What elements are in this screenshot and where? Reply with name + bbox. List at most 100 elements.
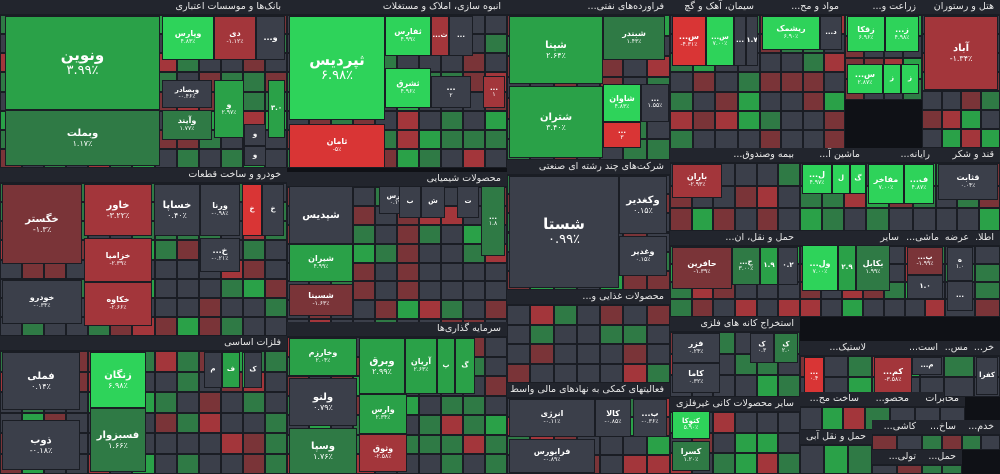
stock-tile[interactable]: و — [244, 146, 266, 166]
sector-transport[interactable]: حمل و نقل، ان... حافرین -۱.۳۹٪ ح... ۳.۰۰٪ ۱.۹… — [670, 231, 800, 317]
stock-tile[interactable]: شیران ۴.۹۹٪ — [289, 244, 353, 282]
stock-tile-minor[interactable] — [823, 53, 845, 73]
stock-tile-minor[interactable] — [353, 187, 375, 206]
stock-tile[interactable]: فسبزوار ۱.۶۶٪ — [90, 408, 146, 472]
stock-tile-minor[interactable] — [463, 395, 485, 416]
stock-tile-minor[interactable] — [353, 300, 375, 320]
stock-tile-minor[interactable] — [942, 435, 962, 450]
stock-tile[interactable]: کم... -۳.۵۸٪ — [874, 357, 912, 395]
stock-tile-minor[interactable] — [397, 281, 419, 301]
stock-tile-minor[interactable] — [441, 110, 463, 130]
stock-tile[interactable]: ف — [222, 352, 240, 388]
stock-tile-minor[interactable] — [778, 163, 800, 186]
stock-tile[interactable]: ه ۱.۰ — [947, 247, 973, 281]
stock-tile-minor[interactable] — [485, 337, 507, 357]
stock-tile-minor[interactable] — [922, 129, 942, 148]
stock-tile-minor[interactable] — [735, 375, 757, 397]
stock-tile[interactable]: گ — [455, 338, 475, 394]
sector-misc[interactable]: مس... — [944, 341, 974, 397]
stock-tile-minor[interactable] — [646, 324, 670, 344]
stock-tile[interactable]: ... ۱ — [483, 76, 505, 108]
stock-tile-minor[interactable] — [441, 434, 463, 455]
stock-tile-minor[interactable] — [485, 15, 507, 35]
stock-tile[interactable]: ولنو ۰.۷۹٪ — [289, 378, 357, 426]
stock-tile-minor[interactable] — [975, 281, 1000, 300]
stock-tile[interactable]: س... ۷.۰۰٪ — [706, 16, 734, 66]
stock-tile-minor[interactable] — [961, 110, 981, 129]
stock-tile-minor[interactable] — [778, 185, 800, 209]
stock-tile-minor[interactable] — [646, 455, 670, 474]
stock-tile[interactable]: ۱.۷ — [746, 16, 758, 66]
stock-tile-minor[interactable] — [154, 278, 177, 298]
sector-real-estate[interactable]: انبوه سازی، املاک و مستغلات ثپردیس ۶.۹۸٪ ثف… — [287, 0, 507, 168]
sector-machinery[interactable]: ماشین آ... ل... ۴.۹۷٪ ل گ — [800, 148, 866, 231]
stock-tile-minor[interactable] — [957, 208, 979, 231]
stock-tile-minor[interactable] — [242, 392, 265, 413]
sector-ast[interactable]: است... کم... -۳.۵۸٪ م... — [872, 341, 944, 397]
sector-other[interactable]: سایر ول... ۷.۰۰٪ ۲.۹ بکابل ۱.۹۹٪ — [800, 231, 905, 317]
stock-tile[interactable]: ب... -۰.۳۶٪ — [633, 399, 667, 437]
stock-tile[interactable]: شتران ۳.۴۰٪ — [509, 86, 603, 158]
stock-tile-minor[interactable] — [824, 356, 848, 377]
stock-tile-minor[interactable] — [692, 91, 715, 111]
stock-tile[interactable]: شستا ۰.۹۹٪ — [509, 176, 619, 288]
stock-tile-minor[interactable] — [922, 91, 942, 110]
stock-tile-minor[interactable] — [600, 344, 624, 364]
stock-tile-minor[interactable] — [264, 412, 287, 433]
stock-tile-minor[interactable] — [692, 129, 715, 149]
stock-tile[interactable]: ثشرق ۴.۹۶٪ — [385, 68, 431, 108]
stock-tile-minor[interactable] — [485, 148, 507, 168]
stock-tile[interactable]: و ۲.۹۷٪ — [214, 80, 244, 138]
stock-tile-minor[interactable] — [507, 305, 531, 325]
stock-tile-minor[interactable] — [485, 53, 507, 73]
stock-tile-minor[interactable] — [264, 433, 287, 454]
stock-tile-minor[interactable] — [463, 53, 485, 73]
stock-tile[interactable]: م — [204, 352, 222, 388]
stock-tile[interactable]: ۱.۹ — [760, 247, 778, 285]
sector-multi[interactable]: شرکت‌های چند رشته ای صنعتی شستا ۰.۹۹٪ وکغدی… — [507, 160, 670, 290]
stock-tile[interactable]: شبندر ۱.۴۳٪ — [603, 16, 665, 60]
stock-tile[interactable]: کاما ۰.۳۲٪ — [672, 363, 720, 393]
stock-tile[interactable]: ونوین ۳.۹۹٪ — [5, 16, 160, 110]
stock-tile-minor[interactable] — [670, 299, 692, 317]
stock-tile-minor[interactable] — [375, 243, 397, 263]
stock-tile-minor[interactable] — [198, 453, 221, 474]
stock-tile-minor[interactable] — [778, 299, 800, 317]
stock-tile-minor[interactable] — [485, 356, 507, 377]
stock-tile[interactable]: فملی ۰.۱۴٪ — [2, 352, 80, 410]
sector-kh[interactable]: خر... کفرا — [974, 341, 1000, 397]
stock-tile-minor[interactable] — [264, 316, 287, 336]
stock-tile-minor[interactable] — [419, 243, 441, 263]
stock-tile-minor[interactable] — [419, 129, 441, 149]
stock-tile-minor[interactable] — [715, 72, 738, 92]
stock-tile-minor[interactable] — [485, 129, 507, 149]
stock-tile-minor[interactable] — [264, 371, 287, 392]
stock-tile-minor[interactable] — [646, 363, 670, 383]
stock-tile[interactable]: خ... -۰.۲۱٪ — [200, 238, 240, 272]
stock-tile[interactable]: وسپا ۱.۷۶٪ — [289, 428, 357, 474]
stock-tile-minor[interactable] — [176, 412, 199, 433]
stock-tile-minor[interactable] — [485, 34, 507, 54]
stock-tile-minor[interactable] — [735, 299, 757, 317]
stock-tile[interactable]: س... ۲.۸۷٪ — [847, 64, 883, 94]
stock-tile-minor[interactable] — [823, 91, 845, 111]
stock-tile-minor[interactable] — [623, 455, 647, 474]
stock-tile[interactable]: وپارس ۴.۸۳٪ — [162, 16, 214, 60]
stock-tile[interactable]: پ... -۱.۹۹٪ — [907, 247, 943, 275]
stock-tile[interactable]: ... ۱.۵۵٪ — [641, 84, 669, 122]
stock-tile[interactable]: وبملت ۱.۱۷٪ — [5, 110, 160, 166]
sector-investment[interactable]: سرمایه گذاری‌ها وخارزم ۲.۰۴٪ وبرق ۲.۹۹٪ آریان… — [287, 322, 507, 474]
stock-tile-minor[interactable] — [756, 299, 779, 317]
stock-tile-minor[interactable] — [485, 376, 507, 396]
sector-atla[interactable]: اطلا... — [975, 231, 1000, 317]
stock-tile-minor[interactable] — [944, 356, 974, 377]
stock-tile-minor[interactable] — [463, 129, 485, 149]
sector-arzeh[interactable]: عرضه... ه۱.۰... — [945, 231, 975, 317]
stock-tile-minor[interactable] — [375, 262, 397, 282]
stock-tile-minor[interactable] — [242, 240, 265, 260]
stock-tile-minor[interactable] — [441, 224, 463, 244]
stock-tile[interactable]: وارس ۲.۳۴٪ — [359, 394, 407, 434]
stock-tile[interactable]: ریشمک ۶.۹۰٪ — [762, 16, 820, 50]
stock-tile-minor[interactable] — [961, 91, 981, 110]
stock-tile[interactable]: کفرا — [976, 357, 998, 395]
